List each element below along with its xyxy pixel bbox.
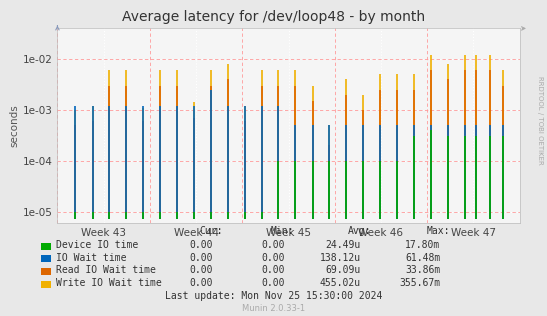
Text: Max:: Max: — [427, 227, 450, 236]
Text: 0.00: 0.00 — [261, 278, 284, 288]
Text: 24.49u: 24.49u — [326, 240, 361, 250]
Text: Min:: Min: — [271, 227, 294, 236]
Text: Avg:: Avg: — [347, 227, 371, 236]
Text: RRDTOOL / TOBI OETIKER: RRDTOOL / TOBI OETIKER — [537, 76, 543, 164]
Text: 455.02u: 455.02u — [320, 278, 361, 288]
Text: 0.00: 0.00 — [261, 265, 284, 275]
Text: 138.12u: 138.12u — [320, 253, 361, 263]
Text: IO Wait time: IO Wait time — [56, 253, 127, 263]
Text: 355.67m: 355.67m — [399, 278, 440, 288]
Text: 61.48m: 61.48m — [405, 253, 440, 263]
Text: 0.00: 0.00 — [190, 240, 213, 250]
Text: 0.00: 0.00 — [190, 253, 213, 263]
Text: 0.00: 0.00 — [261, 240, 284, 250]
Text: Munin 2.0.33-1: Munin 2.0.33-1 — [242, 304, 305, 313]
Y-axis label: seconds: seconds — [10, 104, 20, 147]
Text: 0.00: 0.00 — [261, 253, 284, 263]
Text: Cur:: Cur: — [200, 227, 223, 236]
Text: 69.09u: 69.09u — [326, 265, 361, 275]
Text: Average latency for /dev/loop48 - by month: Average latency for /dev/loop48 - by mon… — [122, 10, 425, 24]
Text: 17.80m: 17.80m — [405, 240, 440, 250]
Text: Device IO time: Device IO time — [56, 240, 138, 250]
Text: 33.86m: 33.86m — [405, 265, 440, 275]
Text: Write IO Wait time: Write IO Wait time — [56, 278, 162, 288]
Text: 0.00: 0.00 — [190, 278, 213, 288]
Text: Read IO Wait time: Read IO Wait time — [56, 265, 156, 275]
Text: 0.00: 0.00 — [190, 265, 213, 275]
Text: Last update: Mon Nov 25 15:30:00 2024: Last update: Mon Nov 25 15:30:00 2024 — [165, 291, 382, 301]
